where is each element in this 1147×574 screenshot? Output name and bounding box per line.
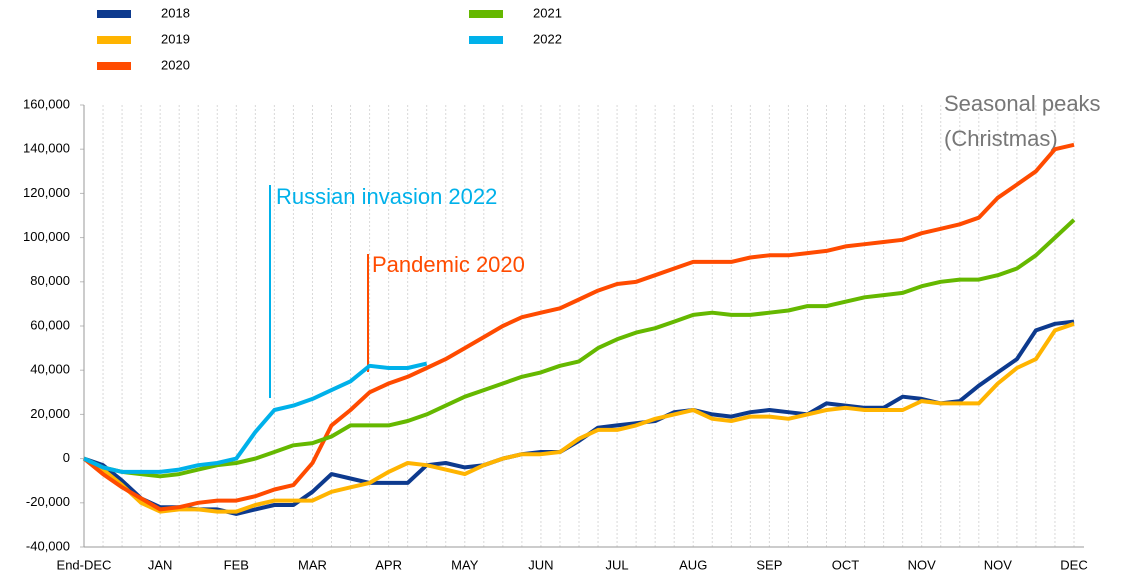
legend-swatch	[97, 36, 131, 44]
annotation: (Christmas)	[944, 126, 1058, 151]
legend-label: 2020	[161, 57, 190, 72]
x-tick-label: JAN	[148, 557, 173, 572]
x-tick-label: MAR	[298, 557, 327, 572]
x-tick-label: AUG	[679, 557, 707, 572]
x-tick-label: NOV	[984, 557, 1013, 572]
y-tick-label: 160,000	[23, 96, 70, 111]
legend-label: 2018	[161, 5, 190, 20]
series-line	[82, 142, 1075, 512]
y-tick-label: 0	[63, 450, 70, 465]
y-tick-label: 80,000	[30, 273, 70, 288]
y-tick-label: -40,000	[26, 538, 70, 553]
annotation: Seasonal peaks	[944, 91, 1101, 116]
x-tick-label: JUL	[606, 557, 629, 572]
legend-swatch	[97, 62, 131, 70]
x-tick-label: DEC	[1060, 557, 1087, 572]
x-tick-label: OCT	[832, 557, 860, 572]
legend-label: 2021	[533, 5, 562, 20]
legend-swatch	[469, 10, 503, 18]
x-tick-label: NOV	[908, 557, 937, 572]
legend-label: 2022	[533, 31, 562, 46]
x-tick-label: MAY	[451, 557, 479, 572]
y-tick-label: 120,000	[23, 185, 70, 200]
series-line	[82, 321, 1075, 514]
annotation: Russian invasion 2022	[276, 184, 497, 209]
legend-label: 2019	[161, 31, 190, 46]
y-tick-label: 100,000	[23, 229, 70, 244]
legend-swatch	[97, 10, 131, 18]
series-line	[83, 218, 1076, 479]
x-tick-label: APR	[375, 557, 402, 572]
y-tick-label: 140,000	[23, 141, 70, 156]
y-tick-label: -20,000	[26, 494, 70, 509]
x-tick-label: End-DEC	[57, 557, 112, 572]
x-tick-label: JUN	[528, 557, 553, 572]
annotation: Pandemic 2020	[372, 252, 525, 277]
x-tick-label: SEP	[756, 557, 782, 572]
series-line	[83, 361, 428, 474]
legend-swatch	[469, 36, 503, 44]
x-tick-label: FEB	[224, 557, 249, 572]
y-tick-label: 20,000	[30, 406, 70, 421]
y-tick-label: 60,000	[30, 317, 70, 332]
y-tick-label: 40,000	[30, 362, 70, 377]
